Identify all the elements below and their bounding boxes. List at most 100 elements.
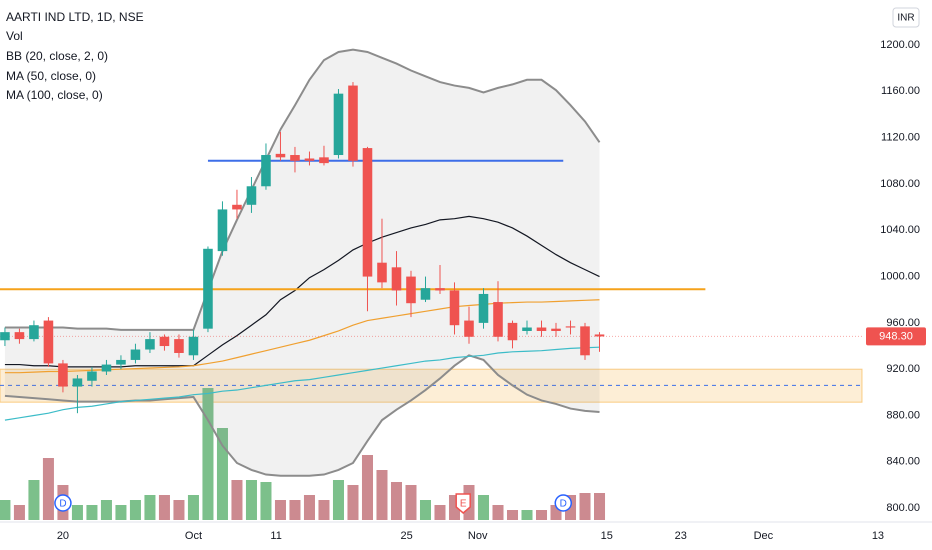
candle-body [377,262,387,283]
x-tick-label: 20 [57,530,69,542]
x-tick-label: 11 [270,530,281,542]
candle-body [304,158,315,161]
volume-bar [550,505,562,520]
candle-body [348,85,358,161]
candle-body [246,186,257,205]
volume-bar [42,458,54,520]
volume-bar [129,500,141,520]
candle-body [507,322,518,341]
volume-bar [318,500,330,520]
volume-bar [303,495,315,520]
y-tick-label: 880.00 [886,409,920,421]
volume-bar [347,485,359,520]
volume-bar [231,480,243,520]
x-tick-label: Nov [468,530,488,542]
volume-bar [144,495,156,520]
event-label: D [560,499,567,510]
candle-body [362,148,373,277]
y-tick-label: 960.00 [886,317,920,329]
volume-bar [594,493,606,520]
candle-body [14,332,25,340]
volume-bar [13,505,25,520]
volume-bar [0,500,11,520]
volume-bar [216,428,228,520]
candle-body [551,328,561,331]
candle-body [203,248,213,329]
candle-body [145,339,155,350]
last-price-tag [866,327,926,346]
candle-body [493,302,503,337]
candle-body [29,325,39,340]
currency-label[interactable]: INR [897,13,914,24]
y-tick-label: 1040.00 [880,224,920,236]
candle-body [130,349,141,360]
volume-bar [173,500,185,520]
legend-item: Vol [6,29,23,43]
candle-body [217,209,228,252]
candle-body [319,157,329,164]
event-label: D [59,499,66,510]
last-price-label: 948.30 [879,330,913,342]
volume-bar [535,510,548,520]
volume-bar [100,500,112,520]
candle-body [232,204,242,210]
candle-body [333,93,344,156]
candle-body [391,267,402,291]
volume-bar [274,500,286,520]
volume-bar [289,500,301,520]
volume-bar [361,455,373,520]
volume-bar [376,470,388,520]
candle-body [449,290,460,326]
y-tick-label: 800.00 [886,502,920,514]
legend: AARTI IND LTD, 1D, NSE Vol BB (20, close… [6,10,144,102]
legend-item: BB (20, close, 2, 0) [6,49,108,63]
y-tick-label: 1200.00 [880,39,920,51]
x-tick-label: 25 [401,530,413,542]
volume-bar [579,493,591,520]
volume-bar [332,480,344,520]
volume-bar [187,495,199,520]
volume-bar [506,510,519,520]
y-tick-label: 1120.00 [881,132,920,144]
legend-item: MA (50, close, 0) [6,69,96,83]
y-tick-label: 1080.00 [880,178,920,190]
candle-body [261,155,271,187]
volume-bar [477,495,490,520]
candle-body [594,334,605,337]
bollinger-fill [4,49,600,476]
candle-body [536,327,547,331]
candle-body [188,336,199,356]
currency-box[interactable] [892,7,920,28]
candle-body [290,155,300,161]
volume-bar [419,500,431,520]
volume-bar [448,495,461,520]
candle-body [464,320,474,337]
y-tick-label: 1160.00 [881,85,920,97]
volume-bar [521,510,533,520]
chart-title: AARTI IND LTD, 1D, NSE [6,10,144,24]
volume-bar [158,495,170,520]
candle-body [580,326,590,356]
candle-body [159,336,170,347]
candle-body [43,320,54,364]
candle-body [478,293,489,323]
volume-bar [28,480,40,520]
candle-body [435,288,445,291]
volume-bar [245,480,257,520]
volume-bar [260,482,272,520]
candle-body [0,332,10,341]
volume-bar [390,482,402,520]
candle-body [72,378,83,387]
candle-body [275,153,286,158]
y-tick-label: 1000.00 [880,270,920,282]
volume-bar [405,485,417,520]
x-tick-label: Oct [185,530,202,542]
volume-bar [71,505,83,520]
legend-item: MA (100, close, 0) [6,88,103,102]
volume-bar [202,388,214,520]
event-marker [54,494,72,512]
x-tick-label: 23 [675,530,687,542]
